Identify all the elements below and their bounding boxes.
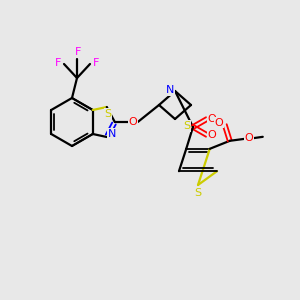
Text: O: O [208,130,216,140]
Text: S: S [104,109,111,119]
Text: O: O [208,114,216,124]
Text: F: F [75,47,81,57]
Text: F: F [93,58,99,68]
Text: S: S [194,188,202,198]
Text: O: O [214,118,223,128]
Text: S: S [183,121,190,131]
Text: O: O [128,117,137,127]
Text: N: N [108,129,116,139]
Text: O: O [244,133,253,143]
Text: F: F [55,58,61,68]
Text: N: N [166,85,174,95]
